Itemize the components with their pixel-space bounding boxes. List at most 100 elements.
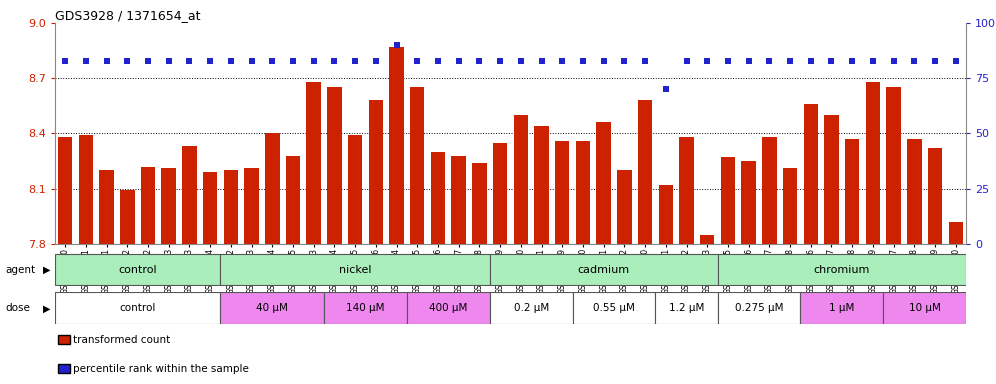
Point [388, 42, 404, 48]
Bar [100, 170, 114, 244]
Point [803, 58, 819, 64]
Bar [783, 169, 798, 244]
Point [865, 58, 880, 64]
Text: cadmium: cadmium [578, 265, 629, 275]
Text: chromium: chromium [814, 265, 871, 275]
Bar [369, 100, 383, 244]
Point [368, 58, 383, 64]
Bar [451, 156, 466, 244]
Point [99, 58, 115, 64]
Point [575, 58, 591, 64]
Bar [721, 157, 735, 244]
Text: 0.2 μM: 0.2 μM [514, 303, 549, 313]
Bar [324, 293, 407, 324]
Bar [203, 172, 217, 244]
Bar [161, 169, 176, 244]
Text: 1.2 μM: 1.2 μM [669, 303, 704, 313]
Bar [121, 190, 134, 244]
Bar [223, 170, 238, 244]
Bar [573, 293, 655, 324]
Text: ▶: ▶ [43, 265, 51, 275]
Point [534, 58, 550, 64]
Bar [55, 254, 220, 285]
Point [57, 58, 73, 64]
Text: 40 μM: 40 μM [256, 303, 288, 313]
Point [492, 58, 508, 64]
Point [699, 58, 715, 64]
Point [554, 58, 570, 64]
Point [244, 58, 260, 64]
Point [285, 58, 301, 64]
Point [451, 58, 467, 64]
Bar [389, 47, 403, 244]
Bar [717, 293, 801, 324]
Bar [804, 104, 818, 244]
Bar [907, 139, 921, 244]
Point [596, 58, 612, 64]
Bar [493, 142, 507, 244]
Bar [265, 133, 280, 244]
Bar [845, 139, 860, 244]
Bar [307, 82, 321, 244]
Text: dose: dose [5, 303, 30, 313]
Bar [741, 161, 756, 244]
Point [306, 58, 322, 64]
Bar [801, 293, 883, 324]
Text: 400 μM: 400 μM [429, 303, 467, 313]
Point [140, 58, 156, 64]
Text: control: control [119, 265, 157, 275]
Bar [182, 146, 196, 244]
Point [78, 58, 94, 64]
Bar [220, 254, 490, 285]
Point [181, 58, 197, 64]
Bar [576, 141, 591, 244]
Bar [490, 293, 573, 324]
Point [223, 58, 239, 64]
Point [761, 58, 777, 64]
Point [637, 58, 653, 64]
Point [720, 58, 736, 64]
Point [471, 58, 487, 64]
Point [202, 58, 218, 64]
Bar [244, 169, 259, 244]
Point [160, 58, 176, 64]
Point [906, 58, 922, 64]
Point [824, 58, 840, 64]
Bar [555, 141, 570, 244]
Text: agent: agent [5, 265, 35, 275]
Point [657, 86, 673, 93]
Point [927, 58, 943, 64]
Bar [948, 222, 963, 244]
Bar [866, 82, 880, 244]
Text: 0.55 μM: 0.55 μM [593, 303, 634, 313]
Point [327, 58, 343, 64]
Bar [327, 88, 342, 244]
Point [409, 58, 425, 64]
Bar [534, 126, 549, 244]
Point [741, 58, 757, 64]
Point [264, 58, 280, 64]
Bar [597, 122, 611, 244]
Bar [472, 163, 487, 244]
Bar [140, 167, 155, 244]
Bar [679, 137, 694, 244]
Bar [717, 254, 966, 285]
Point [617, 58, 632, 64]
Bar [220, 293, 324, 324]
Point [845, 58, 861, 64]
Bar [430, 152, 445, 244]
Bar [886, 88, 900, 244]
Point [885, 58, 901, 64]
Bar [700, 235, 714, 244]
Bar [618, 170, 631, 244]
Bar [58, 137, 73, 244]
Bar [55, 293, 220, 324]
Bar [407, 293, 490, 324]
Bar [514, 115, 528, 244]
Text: ▶: ▶ [43, 303, 51, 313]
Text: 1 μM: 1 μM [829, 303, 855, 313]
Point [948, 58, 964, 64]
Bar [348, 135, 363, 244]
Bar [762, 137, 777, 244]
Bar [825, 115, 839, 244]
